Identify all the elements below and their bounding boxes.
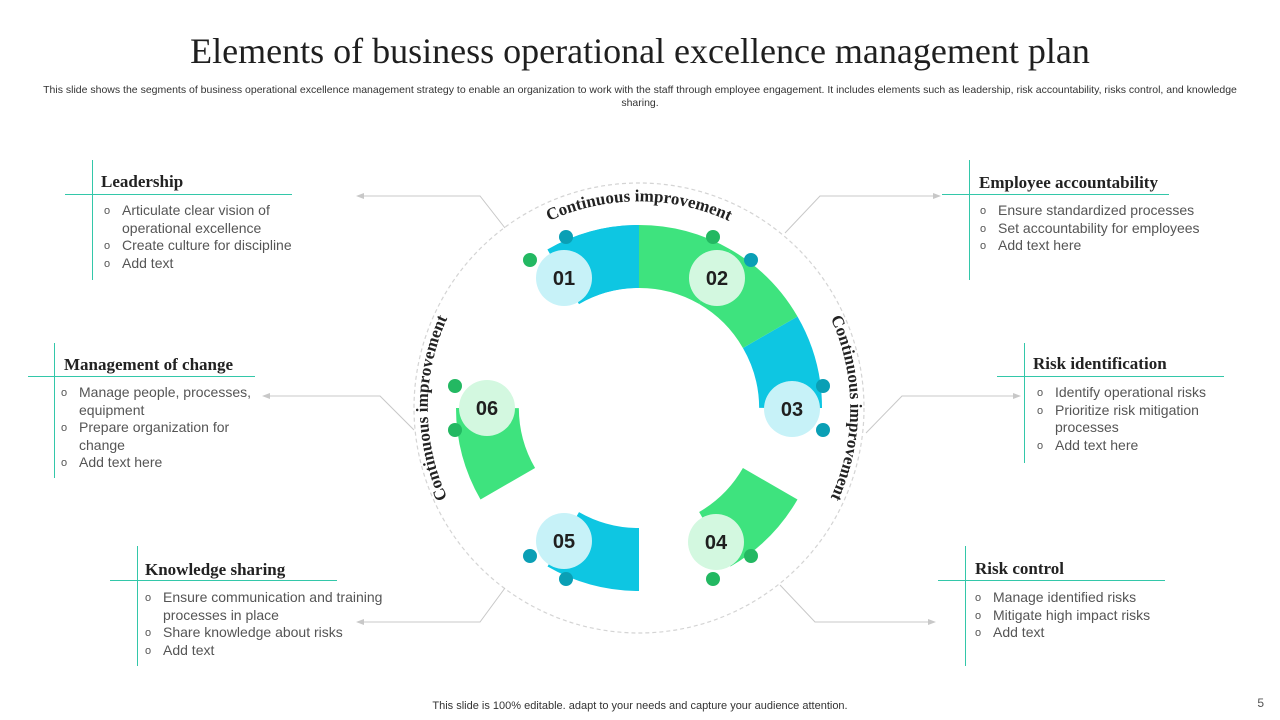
badge-01: 01 (536, 250, 592, 306)
risk-identification-heading: Risk identification (1033, 354, 1167, 373)
block-accent-vline (92, 160, 93, 280)
svg-text:03: 03 (781, 399, 803, 421)
block-accent-hline (942, 194, 1169, 195)
employee-accountability-heading: Employee accountability (979, 173, 1158, 192)
badge-04: 04 (688, 514, 744, 570)
list-item: Add text (104, 255, 304, 273)
svg-text:06: 06 (476, 398, 498, 420)
list-item: Add text here (980, 237, 1240, 255)
block-accent-vline (54, 343, 55, 478)
outer-dashed-ring (413, 182, 865, 634)
management-of-change-list: Manage people, processes, equipment Prep… (61, 384, 256, 472)
list-item: Manage people, processes, equipment (61, 384, 256, 419)
list-item: Identify operational risks (1037, 384, 1237, 402)
svg-text:05: 05 (553, 531, 575, 553)
block-accent-hline (65, 194, 292, 195)
risk-identification-list: Identify operational risks Prioritize ri… (1037, 384, 1237, 454)
continuous-improvement-label-right: Continuous improvement (827, 312, 866, 504)
block-accent-hline (938, 580, 1165, 581)
list-item: Add text here (61, 454, 256, 472)
leadership-heading: Leadership (101, 172, 184, 191)
knowledge-sharing-list: Ensure communication and training proces… (145, 589, 405, 659)
continuous-improvement-label-top: Continuous improvement (543, 186, 735, 225)
block-accent-hline (110, 580, 337, 581)
list-item: Ensure standardized processes (980, 202, 1240, 220)
block-accent-vline (969, 160, 970, 280)
badge-05: 05 (536, 513, 592, 569)
badge-06: 06 (459, 380, 515, 436)
page-number: 5 (1257, 696, 1264, 710)
svg-text:02: 02 (706, 268, 728, 290)
page-subtitle: This slide shows the segments of busines… (43, 84, 1237, 109)
leadership-list: Articulate clear vision of operational e… (104, 202, 304, 272)
risk-control-heading: Risk control (975, 559, 1064, 578)
knowledge-sharing-heading: Knowledge sharing (145, 560, 286, 579)
list-item: Ensure communication and training proces… (145, 589, 405, 624)
employee-accountability-list: Ensure standardized processes Set accoun… (980, 202, 1240, 255)
list-item: Articulate clear vision of operational e… (104, 202, 304, 237)
list-item: Set accountability for employees (980, 220, 1240, 238)
block-accent-hline (28, 376, 255, 377)
list-item: Share knowledge about risks (145, 624, 405, 642)
block-accent-vline (1024, 343, 1025, 463)
block-accent-hline (997, 376, 1224, 377)
connector-lines (268, 195, 1015, 623)
page-title: Elements of business operational excelle… (190, 31, 1090, 71)
list-item: Add text (975, 624, 1195, 642)
badge-03: 03 (764, 381, 820, 437)
puzzle-knobs (448, 230, 830, 586)
list-item: Add text here (1037, 437, 1237, 455)
block-accent-vline (137, 546, 138, 666)
risk-control-list: Manage identified risks Mitigate high im… (975, 589, 1195, 642)
list-item: Add text (145, 642, 405, 660)
list-item: Prioritize risk mitigation processes (1037, 402, 1237, 437)
svg-text:01: 01 (553, 268, 575, 290)
management-of-change-heading: Management of change (64, 355, 234, 374)
block-accent-vline (965, 546, 966, 666)
footer-note: This slide is 100% editable. adapt to yo… (432, 700, 848, 712)
list-item: Mitigate high impact risks (975, 607, 1195, 625)
list-item: Manage identified risks (975, 589, 1195, 607)
badge-02: 02 (689, 250, 745, 306)
list-item: Create culture for discipline (104, 237, 304, 255)
svg-text:04: 04 (705, 532, 728, 554)
continuous-improvement-label-left: Continuous improvement (413, 312, 452, 504)
list-item: Prepare organization for change (61, 419, 256, 454)
